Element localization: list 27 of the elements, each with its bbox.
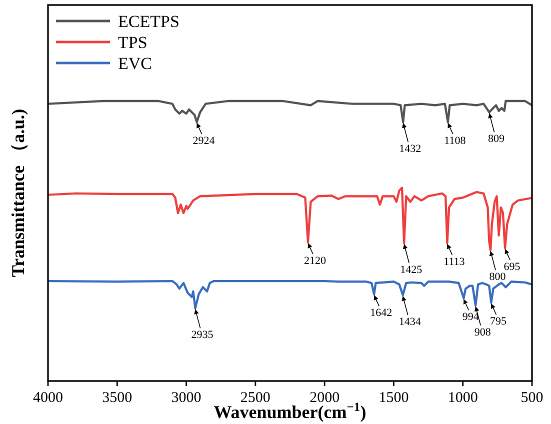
legend-label: EVC (118, 54, 152, 73)
x-tick-label: 2500 (240, 390, 270, 406)
annotation: 795 (490, 316, 507, 328)
x-tick-label: 1000 (448, 390, 478, 406)
y-axis-title: Transmittance （a.u.) (8, 108, 28, 278)
annotation: 809 (488, 133, 506, 146)
annotation: 994 (462, 311, 480, 324)
annotation: 800 (489, 270, 506, 283)
x-tick-label: 3000 (171, 390, 202, 406)
annotation: 2924 (192, 135, 216, 148)
x-tick-label: 4000 (33, 390, 63, 406)
annotation: 2120 (304, 255, 326, 268)
annotation: 1108 (444, 135, 466, 148)
annotation: 695 (504, 261, 521, 274)
annotation: 1642 (370, 307, 392, 320)
x-tick-label: 3500 (102, 390, 132, 406)
annotation: 2935 (191, 329, 214, 342)
legend-label: TPS (118, 33, 148, 52)
x-tick-label: 500 (520, 390, 544, 406)
annotation: 1425 (400, 264, 423, 276)
annotation: 1113 (444, 256, 466, 268)
legend-label: ECETPS (118, 12, 180, 31)
x-tick-label: 1500 (378, 390, 409, 406)
annotation: 1434 (398, 316, 422, 328)
x-tick-label: 2000 (310, 390, 340, 406)
annotation: 1432 (399, 143, 422, 156)
annotation: 908 (474, 326, 492, 338)
